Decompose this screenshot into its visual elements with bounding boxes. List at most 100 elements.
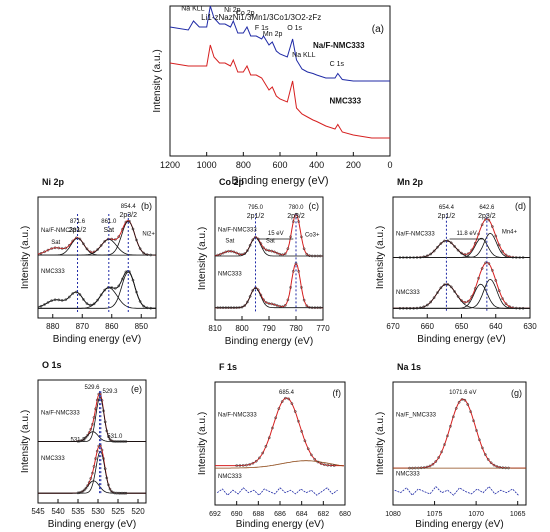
peak-annotation: Ni 2p — [224, 7, 240, 14]
data-point — [237, 306, 241, 309]
x-tick-label: 692 — [209, 511, 221, 518]
series-label: NMC333 — [218, 272, 242, 278]
data-point — [57, 298, 61, 302]
data-point — [78, 491, 81, 494]
data-point — [481, 446, 484, 450]
fit-envelope — [215, 262, 323, 309]
peak-annotation: 11.8 eV — [457, 231, 477, 237]
x-tick-label: 770 — [316, 324, 330, 333]
data-point — [262, 246, 265, 250]
data-point — [124, 491, 128, 495]
data-point — [251, 289, 255, 292]
y-axis-label: Intensity (a.u.) — [20, 226, 31, 289]
data-point — [472, 419, 475, 423]
data-point — [316, 306, 319, 310]
series-line-naf-nmc333 — [169, 5, 390, 82]
data-point — [107, 483, 110, 487]
data-point — [439, 286, 443, 290]
data-point — [254, 459, 258, 463]
fit-component — [38, 480, 146, 494]
data-point — [248, 295, 252, 298]
data-point — [308, 254, 311, 258]
data-point — [246, 249, 249, 252]
data-point — [504, 302, 508, 306]
series-label: Na/F-NMC333 — [313, 41, 365, 50]
data-point — [124, 220, 128, 224]
x-tick-label: 790 — [262, 324, 276, 333]
data-point — [504, 466, 507, 470]
data-point — [508, 305, 511, 308]
x-tick-label: 800 — [235, 324, 249, 333]
data-point — [110, 439, 113, 443]
x-tick-label: 690 — [231, 511, 243, 518]
x-axis-label: Binding energy (eV) — [415, 519, 503, 530]
data-point — [419, 255, 422, 259]
peak-annotation: O 1s — [287, 25, 302, 32]
chart-title: Ni 2p — [42, 177, 65, 187]
data-point — [467, 252, 470, 255]
data-point — [100, 448, 104, 452]
data-point — [232, 250, 236, 254]
data-point — [119, 440, 123, 443]
panel-g: 1080 1075 1070 1065 Binding energy (eV) Inten… — [375, 362, 527, 530]
chart-title: Na 1s — [397, 362, 421, 372]
x-tick-label: 600 — [272, 160, 287, 170]
data-point — [232, 306, 236, 310]
data-point — [110, 237, 114, 241]
data-point — [89, 427, 93, 431]
data-point — [291, 220, 295, 223]
data-point — [303, 439, 307, 443]
data-point — [113, 491, 117, 495]
x-tick-label: 530 — [91, 507, 105, 516]
data-point — [105, 429, 109, 433]
data-point — [313, 306, 317, 310]
data-point — [419, 306, 422, 310]
fit-envelope — [393, 398, 526, 469]
data-point — [495, 465, 499, 468]
series-line-nmc333 — [169, 44, 390, 139]
data-point — [436, 245, 439, 249]
data-point — [121, 440, 125, 443]
peak-annotation: Sat — [104, 227, 115, 234]
data-point — [478, 438, 481, 442]
data-point — [60, 247, 64, 250]
data-point — [117, 235, 121, 238]
panel-d: 670 660 650 640 630 Binding energy (eV) Intens… — [375, 177, 537, 345]
panel-label: (b) — [141, 201, 152, 211]
data-point — [243, 304, 247, 307]
fit-component — [393, 283, 530, 309]
data-point — [329, 464, 333, 467]
data-point — [94, 457, 97, 460]
data-point — [451, 415, 455, 419]
y-axis-label: Intensity (a.u.) — [375, 412, 386, 475]
peak-value-label: 871.6 — [70, 219, 86, 225]
fit-component — [38, 431, 146, 442]
data-point — [57, 246, 61, 250]
fit-component — [38, 237, 156, 256]
data-point — [323, 463, 326, 467]
data-point — [39, 251, 43, 255]
data-point — [497, 289, 501, 293]
panel-label: (c) — [309, 201, 320, 211]
data-point — [449, 241, 453, 245]
x-axis-label: Binding energy (eV) — [231, 175, 328, 187]
data-point — [85, 247, 89, 251]
chart-title: F 1s — [219, 362, 237, 372]
data-point — [271, 426, 274, 430]
data-point — [89, 303, 92, 307]
series-label: NMC333 — [330, 97, 362, 106]
data-point — [489, 461, 493, 465]
data-point — [224, 306, 228, 310]
series-label: Na/F-NMC333 — [218, 227, 257, 233]
peak-value-label: 795.0 — [248, 205, 264, 211]
series-label: Na/F-NMC333 — [396, 232, 435, 238]
data-point — [259, 242, 263, 245]
data-point — [487, 218, 491, 222]
data-point — [477, 276, 480, 280]
data-point — [429, 300, 433, 304]
data-point — [305, 252, 309, 256]
x-tick-label: 535 — [71, 507, 85, 516]
data-point — [53, 298, 57, 302]
data-point — [119, 491, 123, 495]
